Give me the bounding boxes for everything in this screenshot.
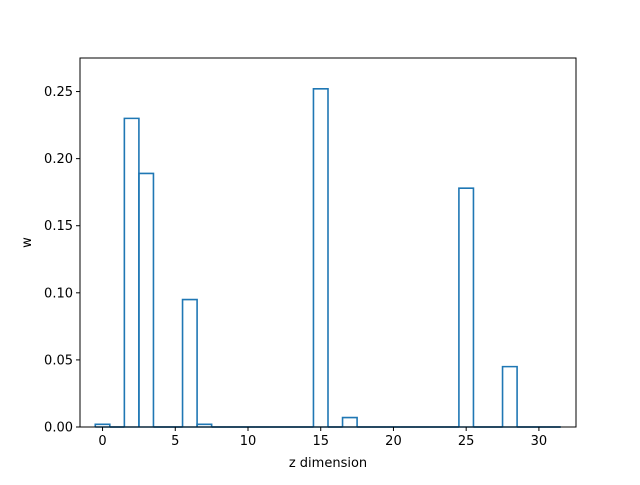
y-tick-label: 0.25 bbox=[44, 85, 73, 100]
y-tick-label: 0.00 bbox=[44, 421, 73, 436]
y-tick-label: 0.15 bbox=[44, 219, 73, 234]
x-tick-label: 5 bbox=[171, 434, 179, 449]
bar-17 bbox=[341, 416, 358, 427]
bar-0 bbox=[94, 423, 111, 427]
x-axis-label: z dimension bbox=[289, 456, 367, 471]
bar-15 bbox=[312, 88, 329, 427]
y-axis: 0.00 0.05 0.10 0.15 0.20 0.25 bbox=[44, 85, 80, 436]
bar-6 bbox=[181, 298, 198, 427]
y-tick-label: 0.10 bbox=[44, 286, 73, 301]
y-tick-label: 0.05 bbox=[44, 353, 73, 368]
axes-frame bbox=[79, 57, 577, 428]
y-axis-label: w bbox=[20, 237, 35, 248]
bar-7 bbox=[196, 423, 213, 427]
x-tick-label: 10 bbox=[240, 434, 257, 449]
y-tick-label: 0.20 bbox=[44, 152, 73, 167]
x-tick-label: 30 bbox=[531, 434, 548, 449]
x-tick-label: 20 bbox=[385, 434, 402, 449]
bar-28 bbox=[501, 365, 518, 427]
x-axis: 0 5 10 15 20 25 30 bbox=[98, 427, 547, 449]
bar-3 bbox=[138, 172, 155, 427]
x-tick-label: 15 bbox=[312, 434, 329, 449]
x-tick-label: 0 bbox=[98, 434, 106, 449]
bar-25 bbox=[458, 187, 475, 427]
x-tick-label: 25 bbox=[458, 434, 475, 449]
